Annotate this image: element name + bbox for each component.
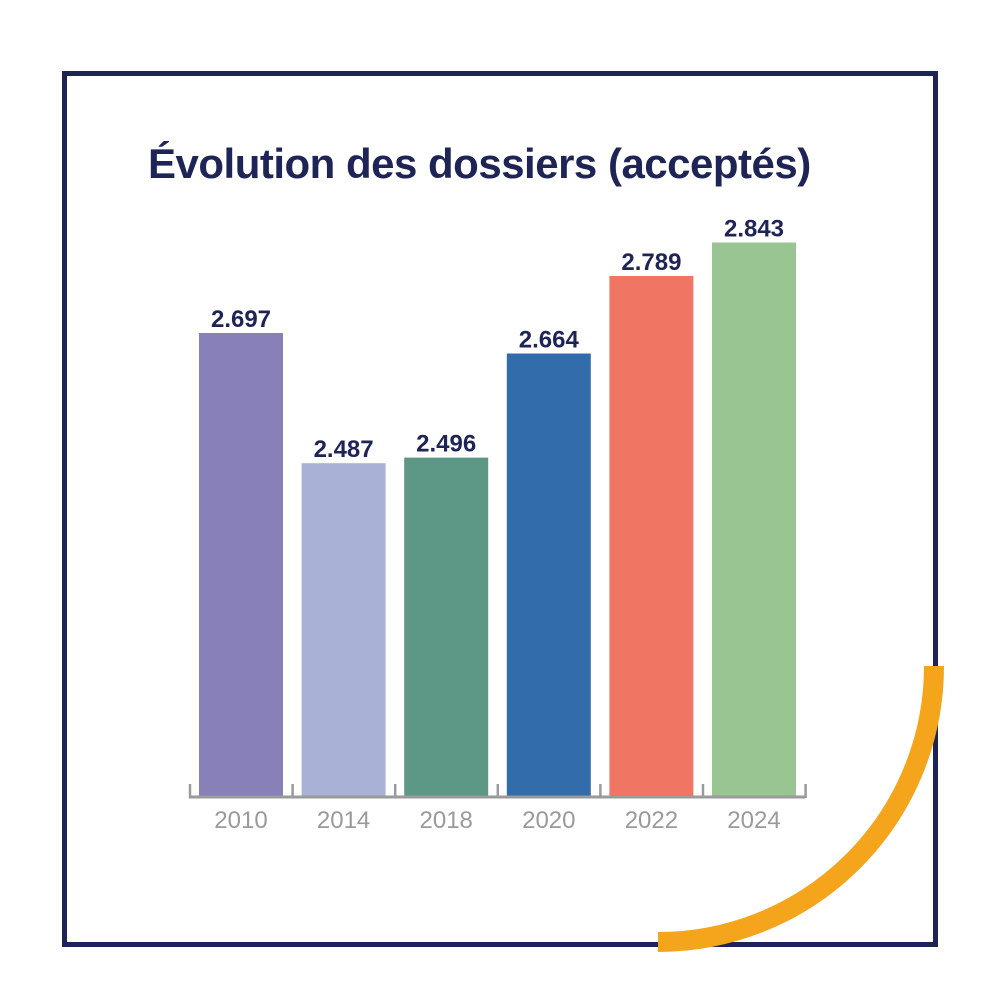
x-tick-label-2010: 2010 xyxy=(214,807,267,834)
bar-value-label-2020: 2.664 xyxy=(519,327,580,354)
x-tick-label-2020: 2020 xyxy=(522,807,575,834)
bar-2010 xyxy=(199,333,283,796)
chart-title: Évolution des dossiers (acceptés) xyxy=(148,140,811,187)
bar-2020 xyxy=(506,353,591,796)
bar-2022 xyxy=(609,276,694,796)
bar-2024 xyxy=(712,242,796,796)
x-tick-label-2024: 2024 xyxy=(727,807,780,834)
value-labels-group: 2.697 2.487 2.496 2.664 2.789 2.843 xyxy=(211,216,784,464)
bar-value-label-2018: 2.496 xyxy=(416,431,476,458)
bar-value-label-2014: 2.487 xyxy=(314,436,374,463)
chart-frame xyxy=(62,71,938,947)
x-tick-label-2014: 2014 xyxy=(317,807,370,834)
x-axis xyxy=(188,784,807,799)
decorative-orange-arc xyxy=(657,665,944,952)
bar-value-label-2022: 2.789 xyxy=(621,249,681,276)
bar-value-label-2024: 2.843 xyxy=(724,216,784,243)
bar-2014 xyxy=(301,463,386,796)
bars-group xyxy=(199,242,796,796)
x-tick-labels-group: 2010 2014 2018 2020 2022 2024 xyxy=(214,807,780,834)
bar-value-label-2010: 2.697 xyxy=(211,306,271,333)
x-tick-label-2018: 2018 xyxy=(420,807,473,834)
x-tick-label-2022: 2022 xyxy=(625,807,678,834)
bar-2018 xyxy=(404,457,489,796)
